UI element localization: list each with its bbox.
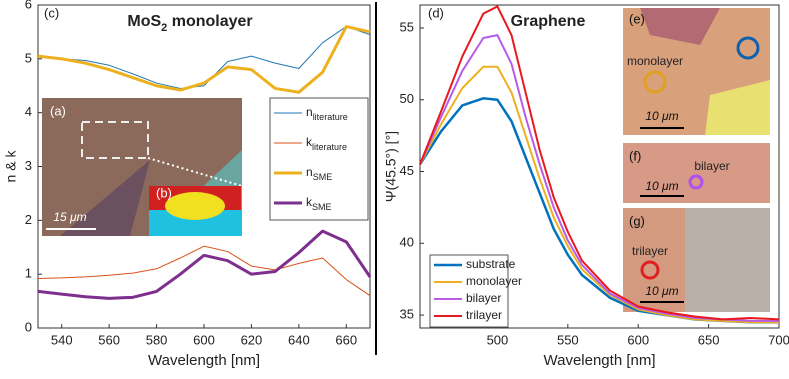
series-line [37,245,371,297]
legend-name: bilayer [466,291,501,305]
legend-name: monolayer [466,274,522,288]
x-tick-label: 650 [698,332,720,347]
marker-circle [643,70,667,94]
marker-circle [688,174,704,190]
scale-label: 10 μm [645,109,678,123]
y-axis-label: n & k [3,150,19,183]
y-tick-label: 4 [25,104,32,119]
inset-annotation: bilayer [694,159,729,173]
series-line [419,65,779,324]
inset-image [60,160,150,236]
inset-image [165,192,225,220]
inset-image [623,143,770,203]
title-part: MoS [127,13,161,30]
legend-label: substrate [466,257,516,271]
x-tick-label: 540 [51,332,73,347]
panel-label: (d) [428,5,444,20]
y-tick-label: 35 [400,307,414,322]
x-tick-label: 560 [98,332,120,347]
x-tick-label: 660 [335,332,357,347]
y-tick-label: 0 [25,319,32,334]
chart-title: MoS2 monolayer [127,13,252,34]
series-line [37,26,371,89]
y-tick-label: 45 [400,163,414,178]
x-tick-label: 600 [627,332,649,347]
x-tick-label: 580 [146,332,168,347]
legend-sub: literature [312,142,347,152]
legend-label: nliterature [306,105,348,122]
title-part: 2 [161,22,167,34]
series-line [419,34,779,322]
legend-sub: SME [312,202,332,212]
legend-label: monolayer [466,274,522,288]
legend-name: k [306,195,313,209]
legend-name: n [306,165,313,179]
scale-label: 10 μm [645,284,678,298]
x-tick-label: 500 [487,332,509,347]
y-tick-label: 3 [25,158,32,173]
legend-name: substrate [466,257,516,271]
legend-label: kliterature [306,135,347,152]
inset-image [705,80,770,135]
scale-label: 10 μm [645,179,678,193]
legend-label: trilayer [466,308,502,322]
x-tick-label: 700 [768,332,789,347]
x-tick-label: 620 [241,332,263,347]
inset-label: (g) [629,213,645,228]
legend-sub: SME [313,172,333,182]
marker-circle [736,36,760,60]
legend-sub: literature [313,112,348,122]
panel-label: (c) [44,5,59,20]
series-line [37,25,371,94]
y-tick-label: 50 [400,91,414,106]
legend-label: kSME [306,195,332,212]
marker-circle [640,260,660,280]
title-part: monolayer [167,13,252,30]
zoom-box [81,121,149,159]
scale-label: 15 μm [53,210,86,224]
legend-box [269,97,369,221]
y-tick-label: 2 [25,212,32,227]
legend-label: nSME [306,165,332,182]
inset-image [685,208,770,312]
inset-annotation: trilayer [632,244,668,258]
chart-title: Graphene [511,13,586,30]
series-line [37,229,372,300]
legend-name: k [306,135,313,149]
legend-name: trilayer [466,308,502,322]
legend-name: n [306,105,313,119]
y-tick-label: 6 [25,0,32,11]
x-tick-label: 600 [193,332,215,347]
x-axis-label: Wavelength [nm] [544,352,656,369]
y-axis-label: Ψ(45.5°) [°] [383,131,399,202]
y-tick-label: 1 [25,266,32,281]
inset-label: (b) [156,185,172,200]
title-part: Graphene [511,13,586,30]
x-tick-label: 550 [557,332,579,347]
series-line [419,5,780,321]
plot-area [419,4,780,329]
inset-label: (a) [50,103,66,118]
inset-image [640,8,720,45]
zoom-line [147,157,243,187]
legend-label: bilayer [466,291,501,305]
x-axis-label: Wavelength [nm] [148,352,260,369]
inset-annotation: monolayer [627,54,683,68]
inset-label: (e) [629,11,645,26]
x-tick-label: 640 [288,332,310,347]
y-tick-label: 5 [25,50,32,65]
y-tick-label: 55 [400,19,414,34]
inset-label: (f) [629,148,641,163]
y-tick-label: 40 [400,235,414,250]
